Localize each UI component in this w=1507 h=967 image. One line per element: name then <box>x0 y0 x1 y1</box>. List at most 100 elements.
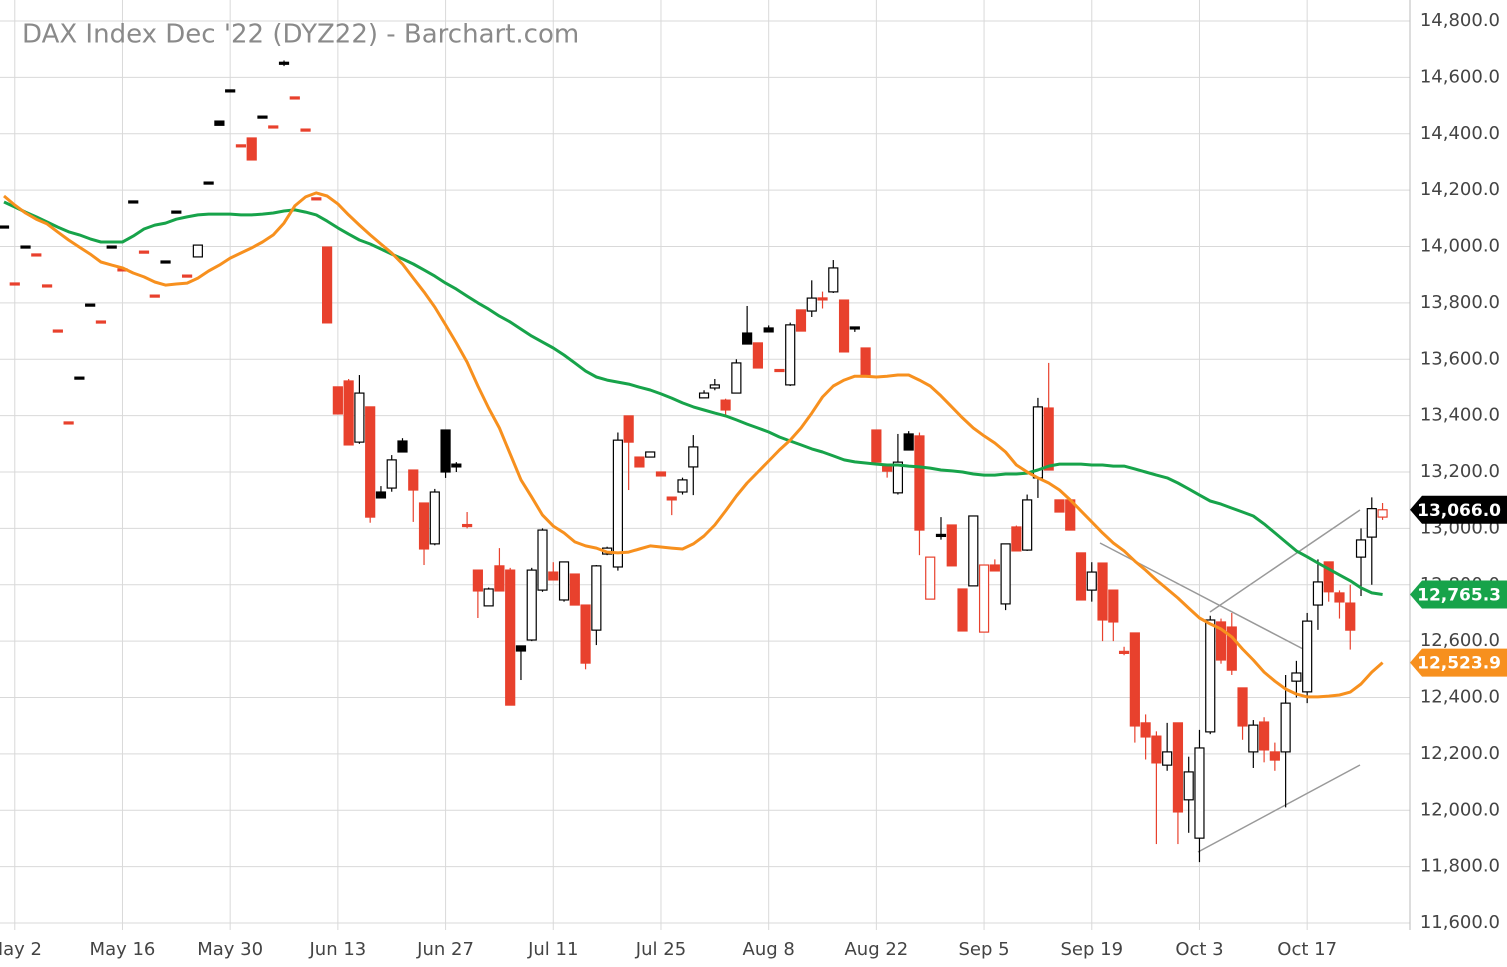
candle-body <box>1205 619 1216 733</box>
candle-body <box>171 210 182 214</box>
candle-body <box>838 299 850 353</box>
y-tick-label: 11,800.0 <box>1420 856 1500 877</box>
candle-body <box>365 406 376 518</box>
candle-body <box>225 89 236 93</box>
candle-body <box>1022 499 1033 551</box>
candle-body <box>1226 626 1237 671</box>
candle-body <box>580 604 591 664</box>
y-tick-label: 14,000.0 <box>1420 236 1500 257</box>
candle-body <box>1043 407 1054 471</box>
candle-body <box>688 446 699 468</box>
x-tick-label: Jul 11 <box>527 939 578 960</box>
candle-body <box>63 421 74 425</box>
y-tick-label: 14,200.0 <box>1420 179 1500 200</box>
x-tick-label: Sep 19 <box>1060 939 1123 960</box>
y-tick-label: 12,400.0 <box>1420 687 1500 708</box>
candle-body <box>343 380 354 446</box>
candle-body <box>1355 539 1367 558</box>
candle-body <box>418 502 430 550</box>
candle-body <box>946 524 957 567</box>
y-tick-label: 12,200.0 <box>1420 743 1500 764</box>
candle-body <box>128 200 139 204</box>
candle-body <box>1323 561 1334 593</box>
candle-body <box>849 326 860 330</box>
y-tick-label: 14,800.0 <box>1420 10 1500 31</box>
chart-title: DAX Index Dec '22 (DYZ22) - Barchart.com <box>22 20 579 50</box>
candle-body <box>935 533 947 538</box>
candle-body <box>828 267 839 293</box>
candle-body <box>742 332 753 345</box>
candle-body <box>623 415 634 443</box>
candle-body <box>1366 508 1377 538</box>
candle-body <box>978 564 990 633</box>
candle-body <box>1302 620 1313 693</box>
candle-body <box>440 429 451 473</box>
candle-body <box>483 588 494 607</box>
moving-average-line <box>3 191 1384 699</box>
candle-body <box>892 461 904 494</box>
candle-body <box>181 274 193 278</box>
candle-body <box>655 471 667 477</box>
candle-body <box>138 250 150 254</box>
labels: 11,600.0 11,800.0 12,000.0 12,200.0 12,400.0… <box>0 10 1507 960</box>
candle-body <box>1151 735 1162 764</box>
candle-body <box>903 433 914 451</box>
candle-body <box>1086 571 1097 591</box>
trend-line <box>1197 764 1361 853</box>
candle-body <box>203 181 214 185</box>
candle-body <box>698 392 710 399</box>
candle-body <box>515 645 527 652</box>
candle-body <box>278 61 290 65</box>
candle-body <box>731 362 742 394</box>
candle-body <box>429 491 440 545</box>
candle-body <box>968 515 979 587</box>
candle-body <box>914 435 925 531</box>
x-tick-label: Sep 5 <box>959 939 1010 960</box>
price-badge <box>1410 580 1507 609</box>
price-badge-label: 13,066.0 <box>1417 501 1501 521</box>
candle-body <box>1172 722 1184 813</box>
candle-body <box>925 556 936 600</box>
candle-body <box>268 125 279 129</box>
candle-body <box>806 297 817 312</box>
candle-body <box>763 327 774 333</box>
y-tick-label: 12,600.0 <box>1420 630 1500 651</box>
x-tick-label: Aug 8 <box>743 939 795 960</box>
candle-body <box>817 297 828 301</box>
candle-body <box>1108 589 1119 623</box>
y-tick-label: 13,200.0 <box>1420 461 1500 482</box>
candle-body <box>634 456 645 468</box>
price-badge <box>1410 648 1507 677</box>
candle-body <box>1000 543 1011 605</box>
candle-body <box>311 197 322 201</box>
x-tick-label: Oct 17 <box>1277 939 1337 960</box>
candle-body <box>1280 702 1291 753</box>
candle-body <box>106 245 117 249</box>
candle-body <box>1258 721 1270 751</box>
x-tick-label: Jun 27 <box>416 939 474 960</box>
x-tick-label: Oct 3 <box>1175 939 1223 960</box>
candle-body <box>1054 499 1065 513</box>
x-tick-label: May 16 <box>90 939 156 960</box>
x-tick-label: May 30 <box>197 939 263 960</box>
candle-body <box>709 384 720 389</box>
candle-body <box>397 440 408 453</box>
candle-body <box>989 564 1000 572</box>
candle-body <box>1075 552 1087 601</box>
candle-body <box>289 96 300 100</box>
candle-body <box>612 439 623 568</box>
y-tick-label: 11,600.0 <box>1420 912 1500 933</box>
y-tick-label: 13,800.0 <box>1420 292 1500 313</box>
candle-body <box>1248 724 1259 753</box>
candle-body <box>451 463 462 468</box>
price-badge-label: 12,765.3 <box>1417 586 1501 606</box>
candle-body <box>1118 650 1130 655</box>
candle-body <box>666 496 677 501</box>
candle-body <box>1269 751 1280 761</box>
candle-body <box>1183 771 1194 801</box>
candle-body <box>1312 581 1324 606</box>
candle-body <box>192 244 203 258</box>
candle-body <box>1162 751 1173 766</box>
candle-body <box>1377 509 1388 518</box>
candle-body <box>720 399 731 411</box>
